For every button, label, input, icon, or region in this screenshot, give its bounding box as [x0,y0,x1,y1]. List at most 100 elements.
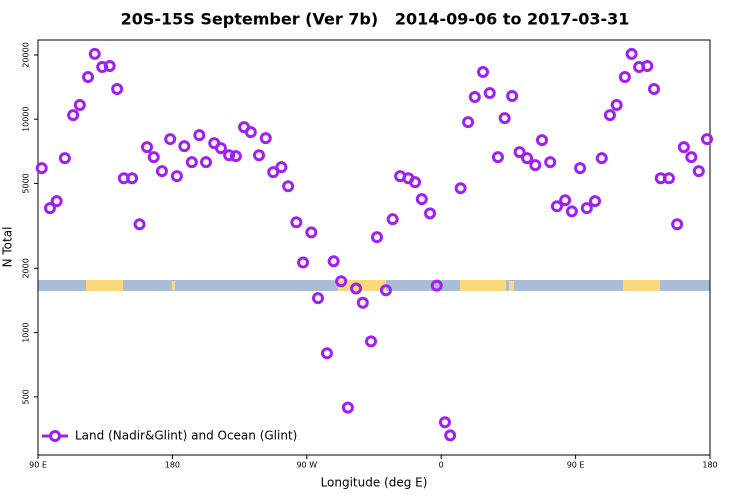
point [320,347,333,360]
point [305,226,318,239]
point [506,90,519,103]
point [529,159,542,172]
land-patch [623,280,660,291]
point [409,176,422,189]
land-patch [460,280,506,291]
point [580,202,593,215]
point [214,142,227,155]
y-tick-label: 1000 [22,322,31,342]
point [229,150,242,163]
point [610,99,623,112]
point [178,140,191,153]
point [350,282,363,295]
chart-title: 20S-15S September (Ver 7b) 2014-09-06 to… [121,10,630,29]
point [386,213,399,226]
point [483,86,496,99]
legend-label: Land (Nadir&Glint) and Ocean (Glint) [75,429,297,443]
point [133,218,146,231]
point [641,59,654,72]
point [550,200,563,213]
point [312,292,324,305]
point [662,172,675,185]
point [379,284,392,297]
point [513,146,526,159]
x-tick-label: 180 [702,461,717,470]
point [200,156,212,169]
point [275,161,288,174]
x-tick-label: 180 [165,461,180,470]
point [424,207,436,220]
point [671,218,684,231]
point [521,152,534,165]
point [618,71,631,84]
point [267,166,280,179]
point [73,99,86,112]
point [462,116,475,129]
point [88,47,101,60]
y-axis-label: N Total [1,227,15,268]
point [677,141,690,154]
point [444,429,457,442]
point [468,91,481,104]
point [253,149,266,162]
land-patch [86,280,123,291]
x-tick-label: 90 E [29,461,47,470]
point [356,296,369,309]
point [685,151,698,164]
point [365,335,378,348]
y-tick-label: 10000 [22,106,31,131]
point [341,401,354,414]
point [67,109,80,122]
point [692,165,705,178]
point [50,195,63,208]
point [290,216,303,229]
point [147,151,160,164]
y-tick-label: 2000 [22,258,31,278]
x-tick-label: 90 E [567,461,585,470]
land-patch [338,280,386,291]
point [259,132,272,145]
land-patch [509,281,514,291]
x-tick-label: 0 [439,461,444,470]
land-ocean-strip [38,280,710,291]
point [297,256,310,269]
point [164,133,177,146]
point [170,170,183,183]
x-tick-label: 90 W [296,461,317,470]
point [430,279,443,292]
point [43,202,56,215]
point [335,275,348,288]
point [648,83,660,96]
point [111,83,124,96]
y-tick-label: 500 [22,389,31,404]
point [327,255,340,268]
point [454,182,467,195]
point [155,165,168,178]
point [370,231,383,244]
land-patch [172,281,175,290]
point [701,133,714,146]
plot-frame [37,39,711,456]
point [574,162,587,175]
point [244,126,257,139]
point [589,195,602,208]
point [58,152,71,165]
point [536,134,548,147]
point [223,149,236,162]
point [438,416,451,429]
y-tick-label: 20000 [22,42,31,67]
x-axis-label: Longitude (deg E) [321,476,428,490]
point [477,65,490,78]
point [103,59,116,72]
point [126,172,139,185]
point [603,109,616,122]
legend-marker [49,430,61,442]
point [415,193,428,206]
point [35,162,48,175]
point [559,194,572,207]
point [185,156,198,169]
point [193,129,206,142]
point [82,71,95,84]
